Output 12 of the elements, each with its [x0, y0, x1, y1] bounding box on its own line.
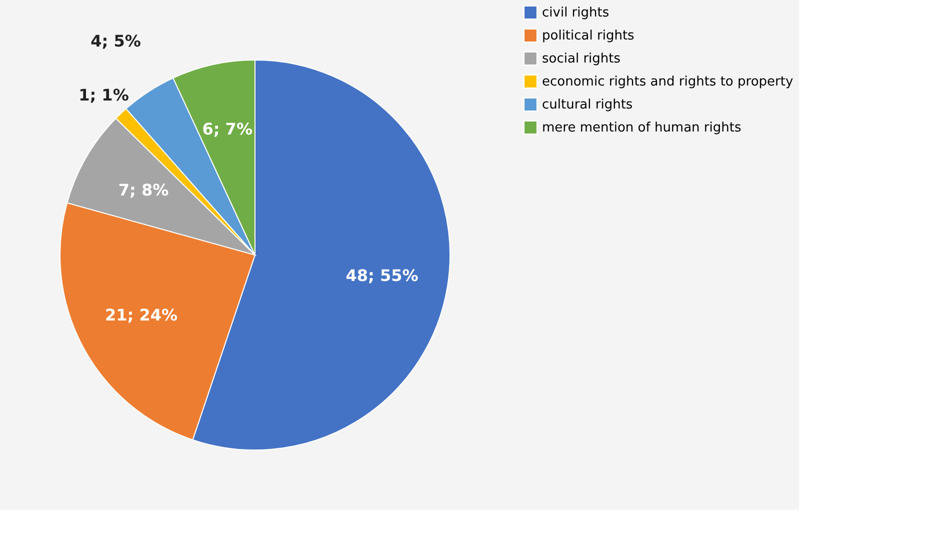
legend-label: cultural rights [542, 98, 633, 112]
legend-label: mere mention of human rights [542, 120, 742, 136]
legend-label: social rights [542, 52, 621, 66]
legend-label: economic rights and rights to property [542, 74, 794, 90]
data-label: 1; 1% [78, 85, 129, 104]
data-label: 6; 7% [202, 119, 252, 138]
legend-label: civil rights [542, 6, 610, 20]
data-label: 21; 24% [105, 305, 178, 324]
data-label: 7; 8% [118, 180, 169, 200]
legend-label: political rights [542, 28, 635, 44]
data-label: 48; 55% [346, 266, 418, 285]
data-label: 4; 5% [90, 31, 141, 50]
